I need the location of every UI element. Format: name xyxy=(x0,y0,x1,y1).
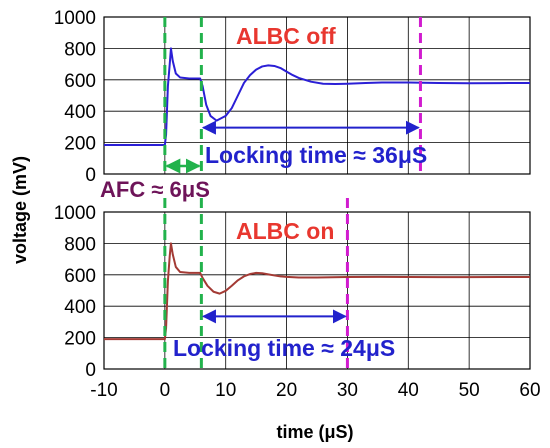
series-line xyxy=(104,47,531,146)
x-tick-label: 40 xyxy=(398,380,419,401)
y-axis-label: voltage (mV) xyxy=(10,156,30,264)
x-tick-label: 50 xyxy=(459,380,480,401)
locking-time-label: Locking time ≈ 24μS xyxy=(173,335,395,361)
y-tick-label: 800 xyxy=(64,234,96,255)
x-tick-label: 10 xyxy=(215,380,236,401)
plot-area xyxy=(103,16,531,175)
panel-top: 0 200 400 600 800 1000 Locking time ≈ 36μS ALBC… xyxy=(54,8,531,186)
y-tick-label: 1000 xyxy=(54,203,96,224)
afc-annotation-label: AFC ≈ 6μS xyxy=(100,177,210,202)
panel-title: ALBC off xyxy=(236,23,336,49)
y-tick-label: 200 xyxy=(64,329,96,350)
y-tick-label: 600 xyxy=(64,266,96,287)
x-axis-label: time (μS) xyxy=(276,422,353,442)
x-tick-label: 30 xyxy=(337,380,358,401)
y-tick-label: 600 xyxy=(64,71,96,92)
y-tick-label: 800 xyxy=(64,39,96,60)
y-tick-label: 400 xyxy=(64,102,96,123)
x-tick-label: 20 xyxy=(276,380,297,401)
plot-area xyxy=(103,211,531,370)
y-tick-label: 0 xyxy=(85,165,96,186)
x-tick-label: 60 xyxy=(519,380,540,401)
panel-title: ALBC on xyxy=(236,218,334,244)
locking-time-label: Locking time ≈ 36μS xyxy=(205,142,427,168)
x-tick-label: -10 xyxy=(90,380,117,401)
x-tick-label: 0 xyxy=(160,380,171,401)
y-tick-label: 200 xyxy=(64,134,96,155)
y-tick-label: 400 xyxy=(64,297,96,318)
y-tick-label: 0 xyxy=(85,360,96,381)
series-line xyxy=(104,242,530,341)
y-tick-label: 1000 xyxy=(54,8,96,29)
